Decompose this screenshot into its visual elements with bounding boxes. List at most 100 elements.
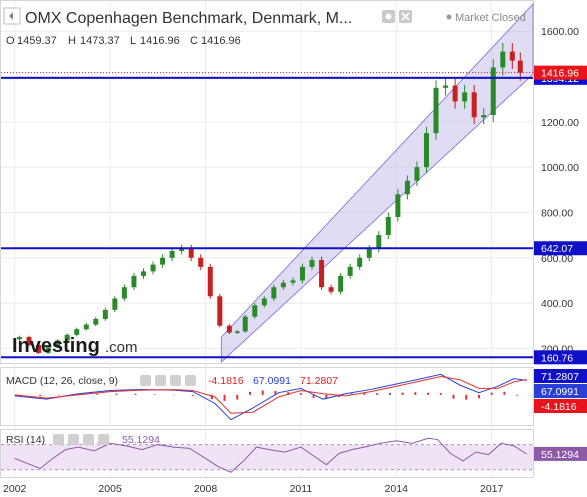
macd-histogram-bar xyxy=(249,391,252,395)
macd-histogram-bar xyxy=(452,394,455,399)
price-candle xyxy=(299,266,305,281)
price-candle xyxy=(471,92,477,118)
macd-histogram-bar xyxy=(210,394,213,400)
market-status: Market Closed xyxy=(455,12,526,24)
rsi-value: 55.1294 xyxy=(122,434,160,446)
rsi-hide-icon[interactable] xyxy=(83,434,94,445)
price-candle xyxy=(74,329,80,335)
macd-histogram-bar xyxy=(376,393,379,395)
macd-label: MACD (12, 26, close, 9) xyxy=(6,375,118,387)
settings-icon[interactable] xyxy=(382,10,395,23)
price-candle xyxy=(481,115,487,118)
price-candle xyxy=(500,51,506,68)
macd-histogram-bar xyxy=(134,393,137,395)
macd-signal-line xyxy=(14,375,527,414)
logo-text: Investing xyxy=(12,335,100,357)
macd-hide-icon[interactable] xyxy=(170,375,181,386)
rsi-settings-icon[interactable] xyxy=(53,434,64,445)
macd-histogram-bar xyxy=(274,390,277,395)
macd-histogram-bar xyxy=(223,394,226,401)
macd-histogram-bar xyxy=(465,394,468,400)
x-tick-label: 2011 xyxy=(290,483,313,495)
x-tick-label: 2002 xyxy=(3,483,27,495)
price-candle xyxy=(179,248,185,251)
ohlc-low-label: L xyxy=(130,35,136,47)
price-candle xyxy=(45,347,51,353)
y-tick-label: 400.00 xyxy=(541,298,573,310)
price-candle xyxy=(36,345,42,353)
macd-histogram-bar xyxy=(39,394,42,397)
logo-suffix: .com xyxy=(105,339,138,356)
price-candle xyxy=(452,85,458,102)
macd-line xyxy=(14,373,527,421)
price-candle xyxy=(443,85,449,88)
price-candle xyxy=(423,133,429,168)
price-candle xyxy=(433,87,439,134)
close-icon[interactable] xyxy=(399,10,412,23)
collapse-arrow-icon[interactable] xyxy=(3,7,21,25)
price-candle xyxy=(290,280,296,283)
price-candle xyxy=(414,167,420,181)
macd-histogram-bar xyxy=(350,393,353,395)
rsi-tag-label: 55.1294 xyxy=(541,449,579,461)
macd-histogram-bar xyxy=(477,394,480,399)
price-candle xyxy=(357,257,363,267)
price-candle xyxy=(169,250,175,258)
price-candle xyxy=(280,282,286,288)
price-candle xyxy=(150,264,156,272)
macd-histogram-bar xyxy=(503,391,506,395)
x-tick-label: 2017 xyxy=(480,483,504,495)
macd-histogram-bar xyxy=(338,394,341,397)
macd-series xyxy=(14,373,527,421)
ohlc-low: 1416.96 xyxy=(140,35,180,47)
rsi-close-icon[interactable] xyxy=(68,434,79,445)
price-candle xyxy=(140,271,146,276)
investing-logo: Investing .com xyxy=(12,335,138,357)
price-candle xyxy=(83,324,89,330)
macd-histogram-bar xyxy=(427,392,430,395)
ohlc-high: 1473.37 xyxy=(80,35,120,47)
price-candle xyxy=(338,275,344,292)
macd-close-icon[interactable] xyxy=(155,375,166,386)
price-candle xyxy=(261,298,267,306)
support-resistance-lines xyxy=(1,72,533,359)
level-tag-label: 160.76 xyxy=(541,352,573,364)
ohlc-open-label: O xyxy=(6,35,15,47)
price-candle xyxy=(309,260,315,267)
price-candle xyxy=(234,331,240,333)
price-candle xyxy=(385,216,391,236)
macd-histogram-bar xyxy=(312,394,315,398)
x-tick-label: 2005 xyxy=(98,483,122,495)
macd-tag-label: -4.1816 xyxy=(541,401,577,413)
price-candle xyxy=(188,248,194,258)
chart-title: OMX Copenhagen Benchmark, Denmark, M... xyxy=(25,10,352,27)
price-candle xyxy=(328,287,334,292)
rsi-close-x-icon[interactable] xyxy=(98,434,109,445)
level-tag-bg xyxy=(534,241,587,256)
y-tick-label: 1000.00 xyxy=(541,162,579,174)
macd-settings-icon[interactable] xyxy=(140,375,151,386)
macd-tag-bg xyxy=(534,369,587,383)
macd-histogram-bar xyxy=(414,392,417,395)
price-candle xyxy=(207,266,213,297)
y-tick-label: 1600.00 xyxy=(541,26,579,38)
price-candle xyxy=(395,194,401,217)
macd-tag-label: 67.0991 xyxy=(541,386,579,398)
ohlc-high-label: H xyxy=(68,35,76,47)
macd-histogram-bar xyxy=(191,394,194,396)
last-price-tag-bg xyxy=(534,65,587,80)
macd-histogram-bar xyxy=(490,392,493,395)
macd-close-x-icon[interactable] xyxy=(185,375,196,386)
x-tick-label: 2008 xyxy=(194,483,218,495)
price-candle xyxy=(16,337,22,340)
macd-histogram-bar xyxy=(439,393,442,395)
rsi-label: RSI (14) xyxy=(6,434,45,446)
macd-histogram-bar xyxy=(287,392,290,395)
price-candle xyxy=(198,257,204,267)
price-candle xyxy=(462,92,468,102)
macd-histogram-bar xyxy=(516,394,519,396)
macd-signal-value: 71.2807 xyxy=(300,375,338,387)
price-candle xyxy=(112,298,118,310)
price-candle xyxy=(366,248,372,258)
